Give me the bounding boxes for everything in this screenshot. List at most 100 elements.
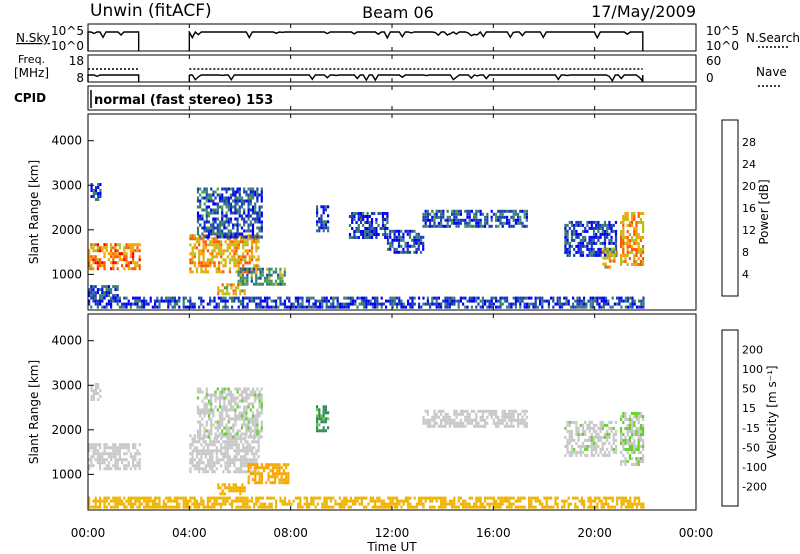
heatmap-cell	[99, 443, 102, 447]
heatmap-cell	[320, 226, 323, 230]
heatmap-cell	[459, 418, 462, 422]
heatmap-cell	[176, 299, 179, 303]
heatmap-cell	[411, 229, 414, 233]
heatmap-cell	[375, 218, 378, 221]
heatmap-cell	[642, 257, 645, 260]
heatmap-cell	[281, 502, 284, 506]
heatmap-cell	[406, 244, 409, 248]
heatmap-cell	[224, 496, 227, 500]
heatmap-cell	[631, 218, 634, 221]
heatmap-cell	[545, 299, 548, 303]
heatmap-cell	[477, 221, 480, 225]
heatmap-cell	[411, 296, 414, 300]
heatmap-cell	[637, 263, 640, 266]
heatmap-cell	[107, 446, 110, 450]
heatmap-cell	[629, 505, 632, 509]
heatmap-cell	[129, 496, 132, 500]
heatmap-cell	[359, 233, 363, 236]
heatmap-cell	[523, 412, 526, 416]
heatmap-cell	[213, 502, 216, 506]
heatmap-cell	[233, 243, 236, 247]
heatmap-cell	[118, 305, 121, 309]
heatmap-cell	[351, 215, 354, 218]
heatmap-cell	[316, 405, 319, 409]
heatmap-cell	[231, 458, 234, 462]
heatmap-cell	[132, 461, 135, 465]
heatmap-cell	[198, 264, 201, 268]
heatmap-cell	[210, 223, 213, 227]
heatmap-cell	[103, 452, 106, 456]
heatmap-cell	[468, 209, 471, 213]
heatmap-cell	[99, 299, 102, 303]
heatmap-cell	[247, 420, 250, 424]
heatmap-cell	[577, 241, 580, 245]
heatmap-cell	[217, 252, 221, 256]
heatmap-cell	[499, 215, 502, 219]
heatmap-cell	[305, 505, 308, 509]
heatmap-cell	[597, 250, 600, 254]
heatmap-cell	[501, 215, 504, 219]
heatmap-cell	[239, 455, 243, 459]
heatmap-cell	[211, 237, 214, 241]
heatmap-cell	[451, 499, 454, 503]
heatmap-cell	[99, 249, 102, 253]
heatmap-cell	[568, 423, 571, 427]
heatmap-cell	[240, 199, 244, 203]
heatmap-cell	[581, 429, 585, 433]
heatmap-cell	[570, 223, 574, 227]
heatmap-cell	[599, 223, 602, 227]
heatmap-cell	[534, 496, 537, 500]
heatmap-cell	[275, 505, 278, 509]
heatmap-cell	[519, 499, 522, 503]
heatmap-cell	[209, 264, 212, 268]
heatmap-cell	[440, 409, 443, 413]
heatmap-cell	[601, 223, 604, 227]
heatmap-cell	[320, 414, 323, 418]
heatmap-cell	[272, 270, 275, 274]
heatmap-cell	[236, 187, 239, 191]
heatmap-cell	[205, 220, 208, 224]
heatmap-cell	[247, 417, 250, 421]
heatmap-cell	[631, 251, 634, 254]
heatmap-cell	[464, 218, 467, 222]
heatmap-cell	[330, 296, 333, 300]
heatmap-cell	[397, 229, 401, 233]
heatmap-cell	[552, 305, 555, 309]
heatmap-cell	[193, 449, 196, 453]
heatmap-cell	[624, 296, 627, 300]
heatmap-cell	[199, 414, 202, 418]
heatmap-cell	[581, 423, 585, 427]
heatmap-cell	[200, 496, 203, 500]
heatmap-cell	[232, 211, 235, 215]
heatmap-cell	[642, 448, 645, 451]
heatmap-cell	[257, 437, 260, 441]
heatmap-cell	[184, 505, 187, 509]
heatmap-cell	[440, 412, 443, 416]
heatmap-cell	[249, 229, 252, 233]
heatmap-cell	[457, 224, 460, 228]
heatmap-cell	[628, 224, 631, 227]
heatmap-cell	[381, 227, 385, 230]
heatmap-cell	[437, 505, 440, 509]
heatmap-cell	[486, 215, 489, 219]
heatmap-cell	[324, 205, 327, 209]
heatmap-cell	[247, 229, 250, 233]
heatmap-cell	[116, 464, 119, 468]
heatmap-cell	[136, 305, 139, 309]
heatmap-cell	[101, 299, 104, 303]
heatmap-cell	[209, 261, 212, 265]
heatmap-cell	[187, 305, 190, 309]
heatmap-cell	[216, 193, 219, 197]
heatmap-cell	[134, 249, 137, 253]
heatmap-cell	[595, 432, 598, 436]
heatmap-cell	[216, 211, 219, 215]
heatmap-cell	[207, 220, 211, 224]
heatmap-cell	[626, 251, 629, 254]
heatmap-cell	[568, 435, 571, 439]
heatmap-cell	[218, 229, 222, 233]
heatmap-cell	[495, 215, 498, 219]
heatmap-cell	[525, 305, 528, 309]
heatmap-cell	[462, 218, 465, 222]
heatmap-cell	[521, 299, 524, 303]
heatmap-cell	[205, 229, 208, 233]
